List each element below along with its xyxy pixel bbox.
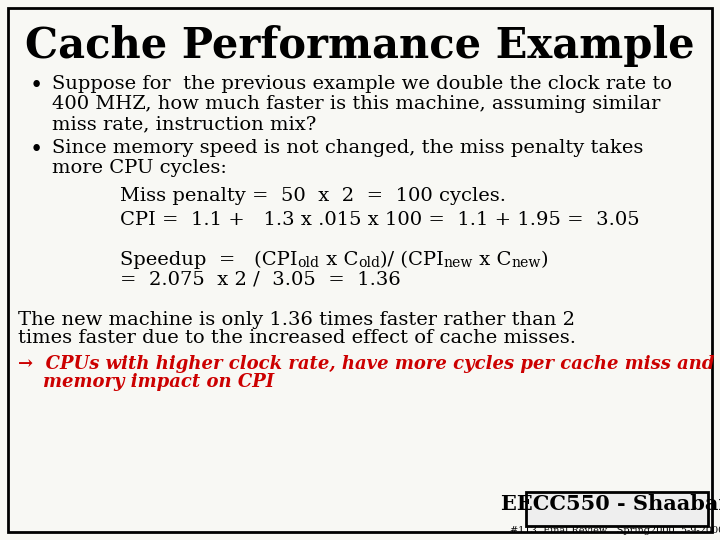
Text: memory impact on CPI: memory impact on CPI — [18, 373, 274, 391]
Text: new: new — [511, 256, 541, 270]
Text: Speedup  =   (CPI: Speedup = (CPI — [120, 251, 297, 269]
Text: miss rate, instruction mix?: miss rate, instruction mix? — [52, 115, 316, 133]
Text: )/ (CPI: )/ (CPI — [380, 251, 444, 269]
Text: new: new — [444, 256, 473, 270]
Text: •: • — [30, 139, 43, 161]
Text: x C: x C — [473, 251, 511, 269]
Text: x C: x C — [320, 251, 358, 269]
Text: more CPU cycles:: more CPU cycles: — [52, 159, 227, 177]
Text: ): ) — [541, 251, 548, 269]
Text: #113  Final Review   Spring2000  5-9-2000: #113 Final Review Spring2000 5-9-2000 — [510, 526, 720, 535]
Text: Suppose for  the previous example we double the clock rate to: Suppose for the previous example we doub… — [52, 75, 672, 93]
Text: →  CPUs with higher clock rate, have more cycles per cache miss and more: → CPUs with higher clock rate, have more… — [18, 355, 720, 373]
Text: Since memory speed is not changed, the miss penalty takes: Since memory speed is not changed, the m… — [52, 139, 644, 157]
Text: The new machine is only 1.36 times faster rather than 2: The new machine is only 1.36 times faste… — [18, 311, 575, 329]
Bar — [526, 492, 708, 526]
Text: times faster due to the increased effect of cache misses.: times faster due to the increased effect… — [18, 329, 576, 347]
Text: 400 MHZ, how much faster is this machine, assuming similar: 400 MHZ, how much faster is this machine… — [52, 95, 660, 113]
Text: EECC550 - Shaaban: EECC550 - Shaaban — [500, 494, 720, 514]
Text: old: old — [358, 256, 380, 270]
Text: =  2.075  x 2 /  3.05  =  1.36: = 2.075 x 2 / 3.05 = 1.36 — [120, 271, 401, 289]
Text: Cache Performance Example: Cache Performance Example — [25, 25, 695, 67]
Text: CPI =  1.1 +   1.3 x .015 x 100 =  1.1 + 1.95 =  3.05: CPI = 1.1 + 1.3 x .015 x 100 = 1.1 + 1.9… — [120, 211, 639, 229]
Text: •: • — [30, 75, 43, 97]
Text: Miss penalty =  50  x  2  =  100 cycles.: Miss penalty = 50 x 2 = 100 cycles. — [120, 187, 506, 205]
Text: old: old — [297, 256, 320, 270]
